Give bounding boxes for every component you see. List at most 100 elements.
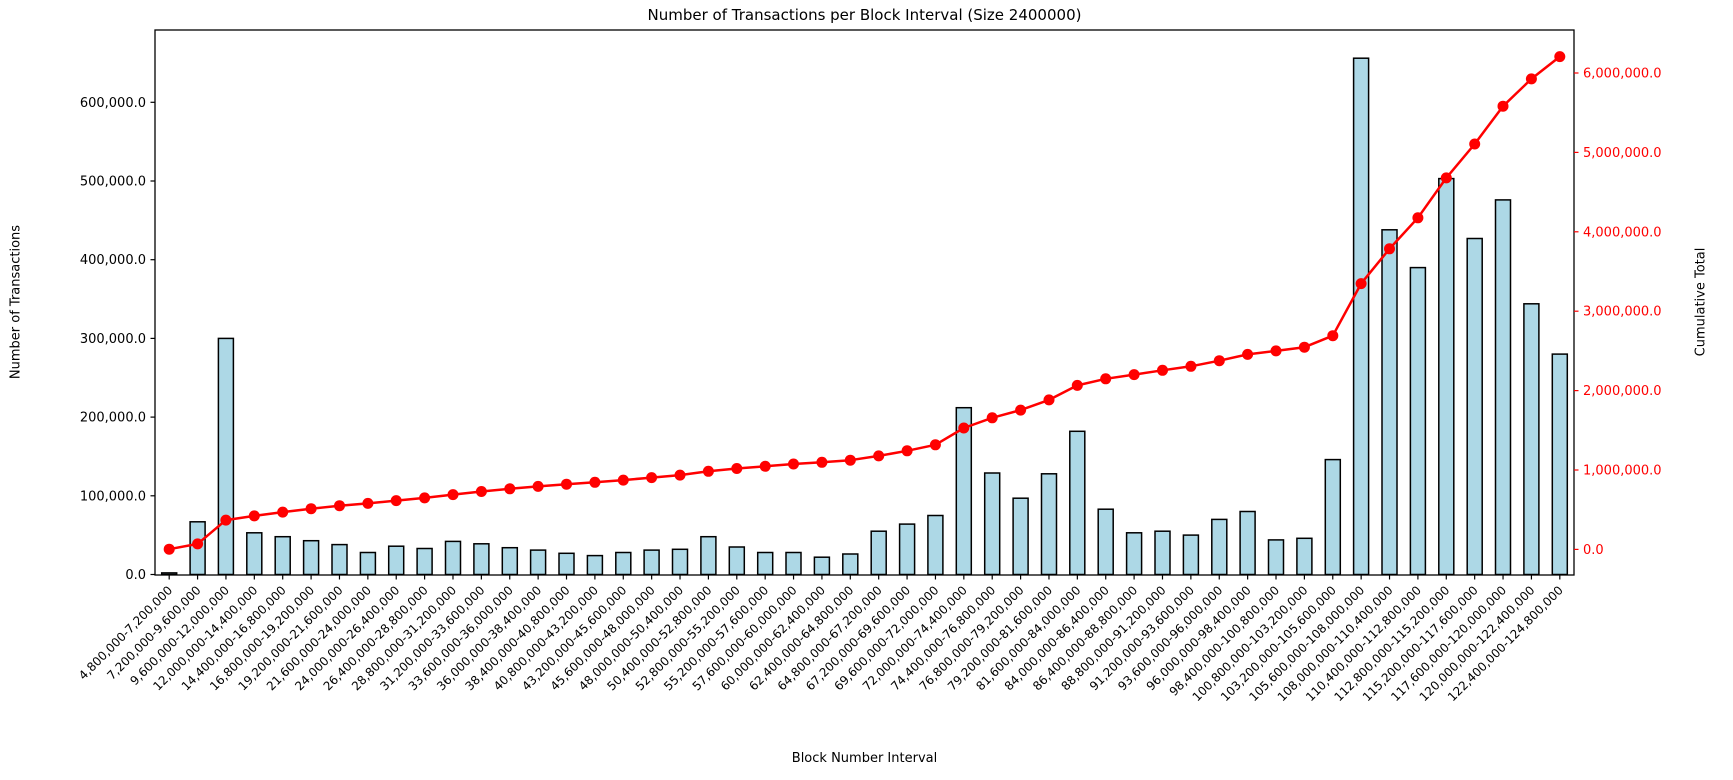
bar bbox=[927, 514, 944, 576]
bar bbox=[1097, 508, 1114, 576]
bar bbox=[359, 551, 377, 576]
right-tick-label: 0.0 bbox=[1583, 543, 1604, 558]
bar bbox=[671, 548, 689, 576]
y-axis-label-left: Number of Transactions bbox=[8, 224, 24, 380]
cumulative-marker bbox=[305, 503, 317, 515]
left-tick-label: 500,000.0 bbox=[80, 175, 146, 190]
bar bbox=[558, 552, 575, 576]
cumulative-marker bbox=[1440, 172, 1452, 184]
cumulative-marker bbox=[163, 543, 175, 555]
cumulative-line-series bbox=[163, 51, 1566, 555]
bar bbox=[160, 572, 178, 576]
cumulative-marker bbox=[873, 450, 885, 462]
cumulative-line bbox=[168, 55, 1561, 551]
bar bbox=[1012, 497, 1029, 576]
cumulative-marker bbox=[1384, 243, 1395, 255]
bars-series bbox=[160, 57, 1569, 576]
bar bbox=[1296, 537, 1313, 576]
bar bbox=[813, 556, 831, 576]
cumulative-marker bbox=[1100, 373, 1112, 385]
cumulative-marker bbox=[589, 476, 601, 488]
cumulative-marker bbox=[674, 469, 686, 481]
bar bbox=[274, 535, 291, 576]
left-axis: 0.0 100,000.0 200,000.0 300,000.0 400,000.0 5… bbox=[80, 96, 155, 583]
cumulative-marker bbox=[702, 465, 714, 477]
cumulative-marker bbox=[1525, 73, 1537, 85]
cumulative-marker bbox=[986, 412, 998, 424]
cumulative-marker bbox=[1185, 360, 1197, 372]
plot-frame bbox=[154, 29, 1575, 576]
cumulative-marker bbox=[816, 456, 828, 468]
right-tick-label: 1,000,000.0 bbox=[1583, 464, 1662, 479]
bar bbox=[615, 551, 632, 576]
bar bbox=[1267, 539, 1285, 576]
left-tick-label: 100,000.0 bbox=[80, 489, 146, 504]
cumulative-marker bbox=[220, 514, 232, 526]
bar bbox=[1154, 530, 1171, 576]
left-tick-label: 300,000.0 bbox=[80, 332, 146, 347]
cumulative-marker bbox=[929, 439, 941, 451]
cumulative-marker bbox=[1298, 341, 1310, 353]
bar bbox=[785, 551, 802, 576]
bar bbox=[643, 549, 660, 576]
cumulative-marker bbox=[1355, 278, 1367, 290]
cumulative-marker bbox=[532, 480, 544, 492]
y-axis-label-right: Cumulative Total bbox=[1693, 247, 1709, 357]
bar bbox=[700, 535, 717, 576]
bar bbox=[1352, 57, 1370, 576]
bar bbox=[1040, 473, 1058, 576]
cumulative-marker bbox=[759, 460, 771, 472]
cumulative-marker bbox=[334, 500, 345, 512]
bar bbox=[444, 540, 462, 576]
cumulative-marker bbox=[504, 483, 516, 495]
bar bbox=[1409, 266, 1427, 576]
cumulative-marker bbox=[1213, 355, 1225, 367]
bar bbox=[217, 337, 235, 576]
bar bbox=[1125, 532, 1143, 576]
bar bbox=[1211, 518, 1228, 576]
cumulative-marker bbox=[844, 454, 856, 466]
bar bbox=[1239, 510, 1256, 576]
cumulative-marker bbox=[1469, 138, 1481, 150]
cumulative-marker bbox=[561, 478, 572, 490]
left-tick-label: 600,000.0 bbox=[80, 96, 146, 111]
left-tick-label: 0.0 bbox=[125, 568, 146, 583]
cumulative-marker bbox=[1327, 330, 1339, 342]
bar bbox=[529, 549, 547, 576]
x-axis: 4,800,000-7,200,0007,200,000-9,600,0009,… bbox=[76, 575, 1566, 704]
cumulative-marker bbox=[1015, 404, 1027, 416]
bar bbox=[501, 546, 519, 576]
cumulative-marker bbox=[277, 506, 289, 518]
left-tick-label: 200,000.0 bbox=[80, 411, 146, 426]
bar bbox=[416, 547, 433, 576]
bar bbox=[586, 554, 604, 576]
chart-title: Number of Transactions per Block Interva… bbox=[647, 6, 1082, 24]
right-tick-label: 3,000,000.0 bbox=[1583, 305, 1662, 320]
cumulative-marker bbox=[788, 458, 799, 470]
right-axis: 0.0 1,000,000.0 2,000,000.0 3,000,000.0 4,00… bbox=[1574, 67, 1662, 558]
cumulative-marker bbox=[390, 495, 402, 507]
bar bbox=[1324, 458, 1342, 576]
bar bbox=[1438, 177, 1455, 576]
cumulative-marker bbox=[1270, 345, 1282, 357]
bar bbox=[756, 551, 774, 576]
cumulative-marker bbox=[1412, 212, 1424, 224]
cumulative-marker bbox=[248, 510, 260, 522]
right-tick-label: 6,000,000.0 bbox=[1583, 67, 1662, 82]
bar bbox=[331, 543, 348, 576]
right-tick-label: 4,000,000.0 bbox=[1583, 225, 1662, 240]
cumulative-marker bbox=[731, 463, 743, 474]
cumulative-marker bbox=[646, 472, 658, 484]
bar bbox=[898, 523, 916, 576]
right-tick-label: 2,000,000.0 bbox=[1583, 384, 1662, 399]
bar bbox=[473, 543, 490, 576]
cumulative-marker bbox=[362, 497, 374, 509]
bar bbox=[1182, 534, 1200, 576]
cumulative-marker bbox=[1043, 394, 1055, 406]
bar bbox=[387, 545, 405, 576]
cumulative-marker bbox=[617, 474, 629, 486]
cumulative-marker bbox=[419, 492, 431, 504]
bar bbox=[1069, 430, 1086, 576]
